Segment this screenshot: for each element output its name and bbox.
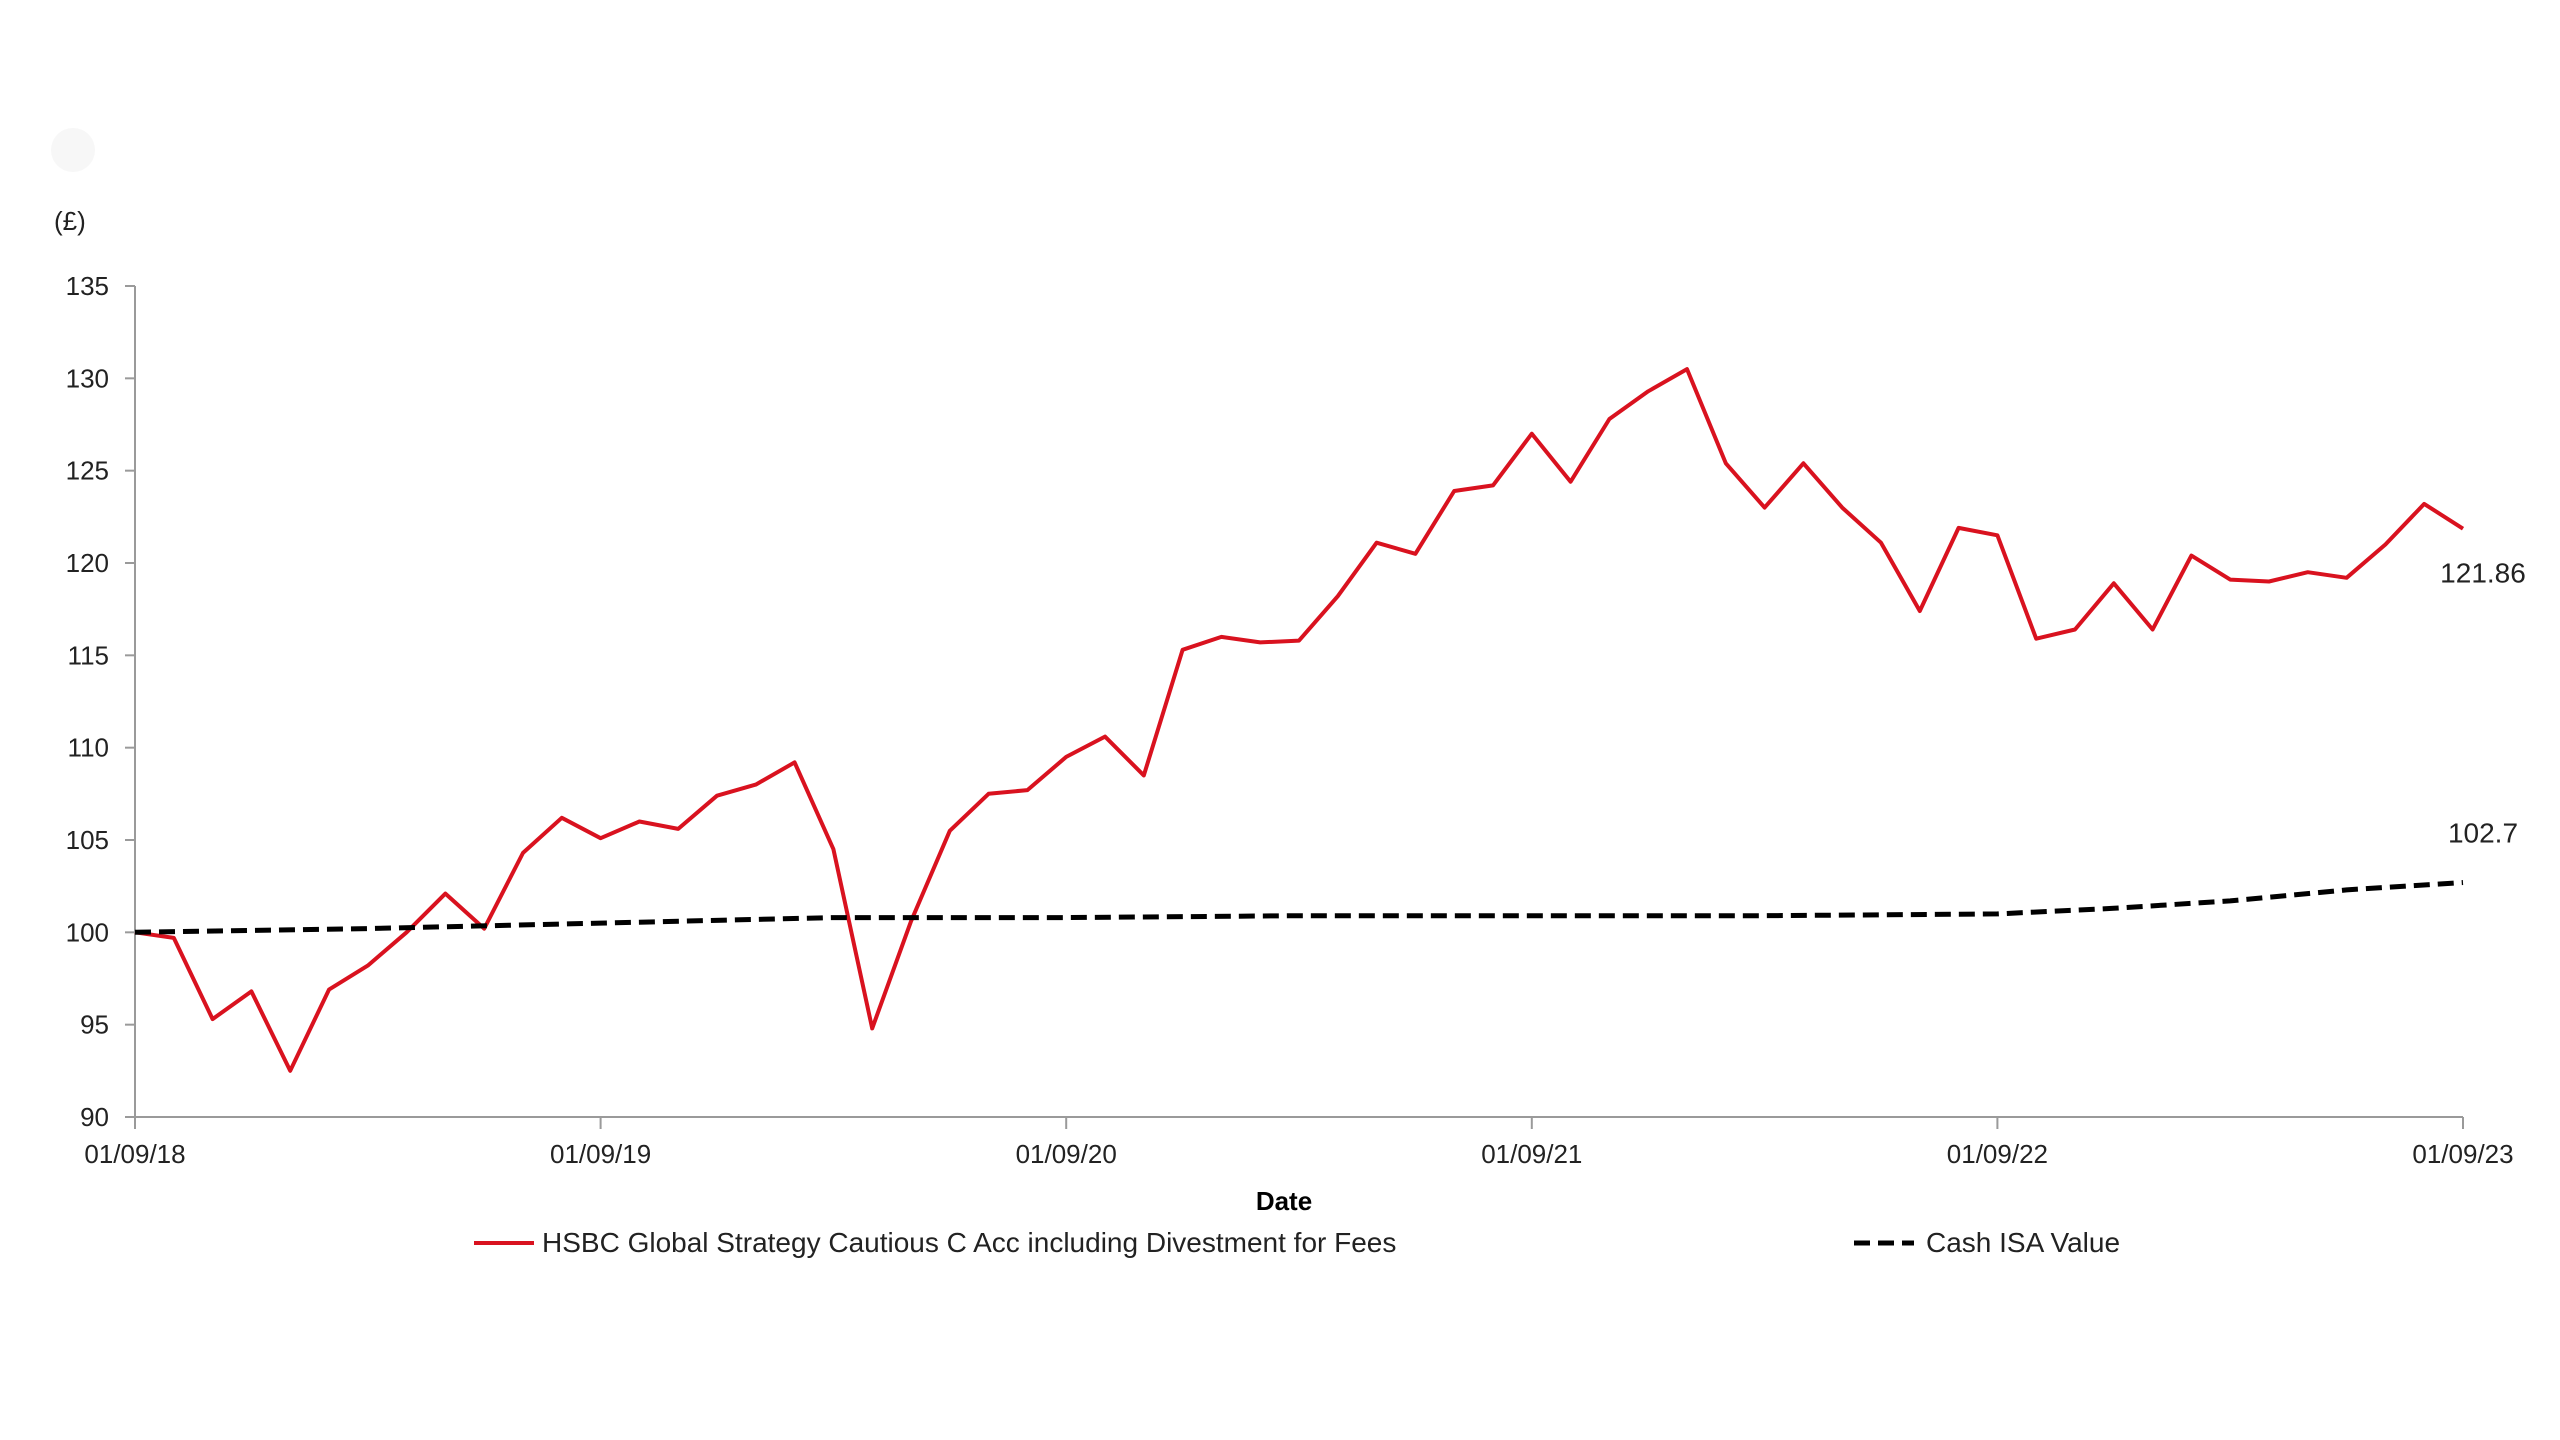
y-tick-label: 95 [80, 1010, 109, 1040]
x-tick-label: 01/09/19 [550, 1139, 651, 1169]
x-tick-label: 01/09/18 [84, 1139, 185, 1169]
x-tick-label: 01/09/23 [2412, 1139, 2513, 1169]
y-tick-label: 120 [66, 548, 109, 578]
y-tick-label: 130 [66, 363, 109, 393]
legend-label-hsbc: HSBC Global Strategy Cautious C Acc incl… [542, 1227, 1396, 1258]
series-line-0 [134, 367, 2465, 1073]
x-axis-ticks: 01/09/18 01/09/19 01/09/20 01/09/21 01/09/22… [84, 1117, 2514, 1169]
y-tick-label: 125 [66, 456, 109, 486]
x-tick-label: 01/09/20 [1016, 1139, 1117, 1169]
y-tick-label: 110 [68, 733, 109, 763]
y-tick-label: 100 [66, 917, 109, 947]
corner-dot [51, 128, 95, 172]
y-tick-label: 115 [68, 640, 109, 670]
y-unit-label: (£) [54, 206, 86, 236]
series-layer [134, 367, 2465, 1073]
series-line-1 [134, 880, 2464, 935]
legend-label-cash-isa: Cash ISA Value [1926, 1227, 2120, 1258]
series-0-end-label: 121.86 [2440, 558, 2526, 589]
y-tick-label: 135 [66, 271, 109, 301]
legend: HSBC Global Strategy Cautious C Acc incl… [474, 1227, 2120, 1258]
y-axis-ticks: 90 95 100 105 110 115 120 125 130 135 [66, 271, 135, 1132]
series-1-end-label: 102.7 [2448, 817, 2518, 848]
y-tick-label: 90 [80, 1102, 109, 1132]
x-tick-label: 01/09/22 [1947, 1139, 2048, 1169]
y-tick-label: 105 [66, 825, 109, 855]
x-axis-title: Date [1256, 1186, 1312, 1216]
x-tick-label: 01/09/21 [1481, 1139, 1582, 1169]
